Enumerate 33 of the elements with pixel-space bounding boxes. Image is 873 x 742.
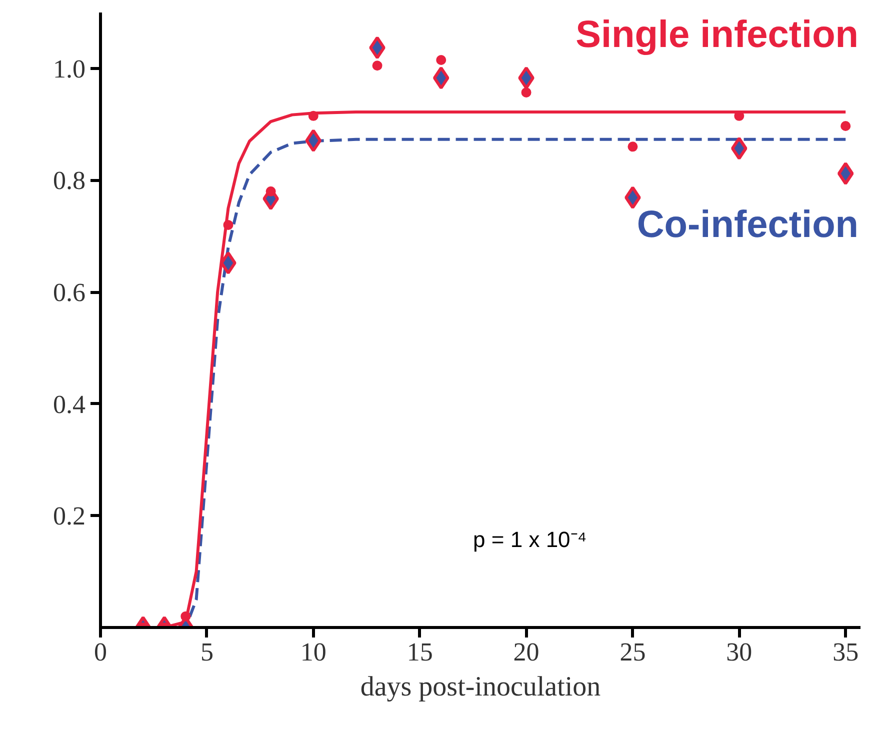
point xyxy=(308,110,318,121)
point xyxy=(518,66,534,90)
point xyxy=(266,186,276,196)
point xyxy=(730,136,748,160)
x-axis-title: days post-inoculation xyxy=(360,672,601,702)
x-tick-label: 20 xyxy=(513,638,540,666)
y-tick-label: 0.8 xyxy=(53,166,86,196)
x-tick-label: 25 xyxy=(620,638,646,666)
x-tick-label: 5 xyxy=(200,638,214,666)
point xyxy=(521,87,532,98)
y-tick-label: 0.6 xyxy=(53,278,86,308)
y-tick-label: 0.4 xyxy=(53,390,86,419)
x-tick-label: 15 xyxy=(406,638,433,666)
y-tick-label: 0.2 xyxy=(53,502,86,531)
point xyxy=(840,121,851,131)
series-label: Single infection xyxy=(576,14,859,56)
point xyxy=(436,55,446,66)
point xyxy=(628,142,638,152)
x-tick-label: 35 xyxy=(832,638,859,666)
point xyxy=(223,220,234,230)
x-tick-label: 10 xyxy=(300,638,326,666)
point xyxy=(837,162,854,186)
x-tick-label: 0 xyxy=(94,638,107,666)
point xyxy=(372,60,382,71)
point xyxy=(432,66,450,90)
annotation: p = 1 x 10⁻⁴ xyxy=(473,527,587,552)
point xyxy=(624,186,641,210)
series-label: Co-infection xyxy=(636,204,859,246)
x-tick-label: 30 xyxy=(726,638,752,666)
point xyxy=(220,251,236,274)
point xyxy=(369,36,386,60)
point xyxy=(305,129,322,152)
y-tick-label: 1.0 xyxy=(53,54,86,84)
